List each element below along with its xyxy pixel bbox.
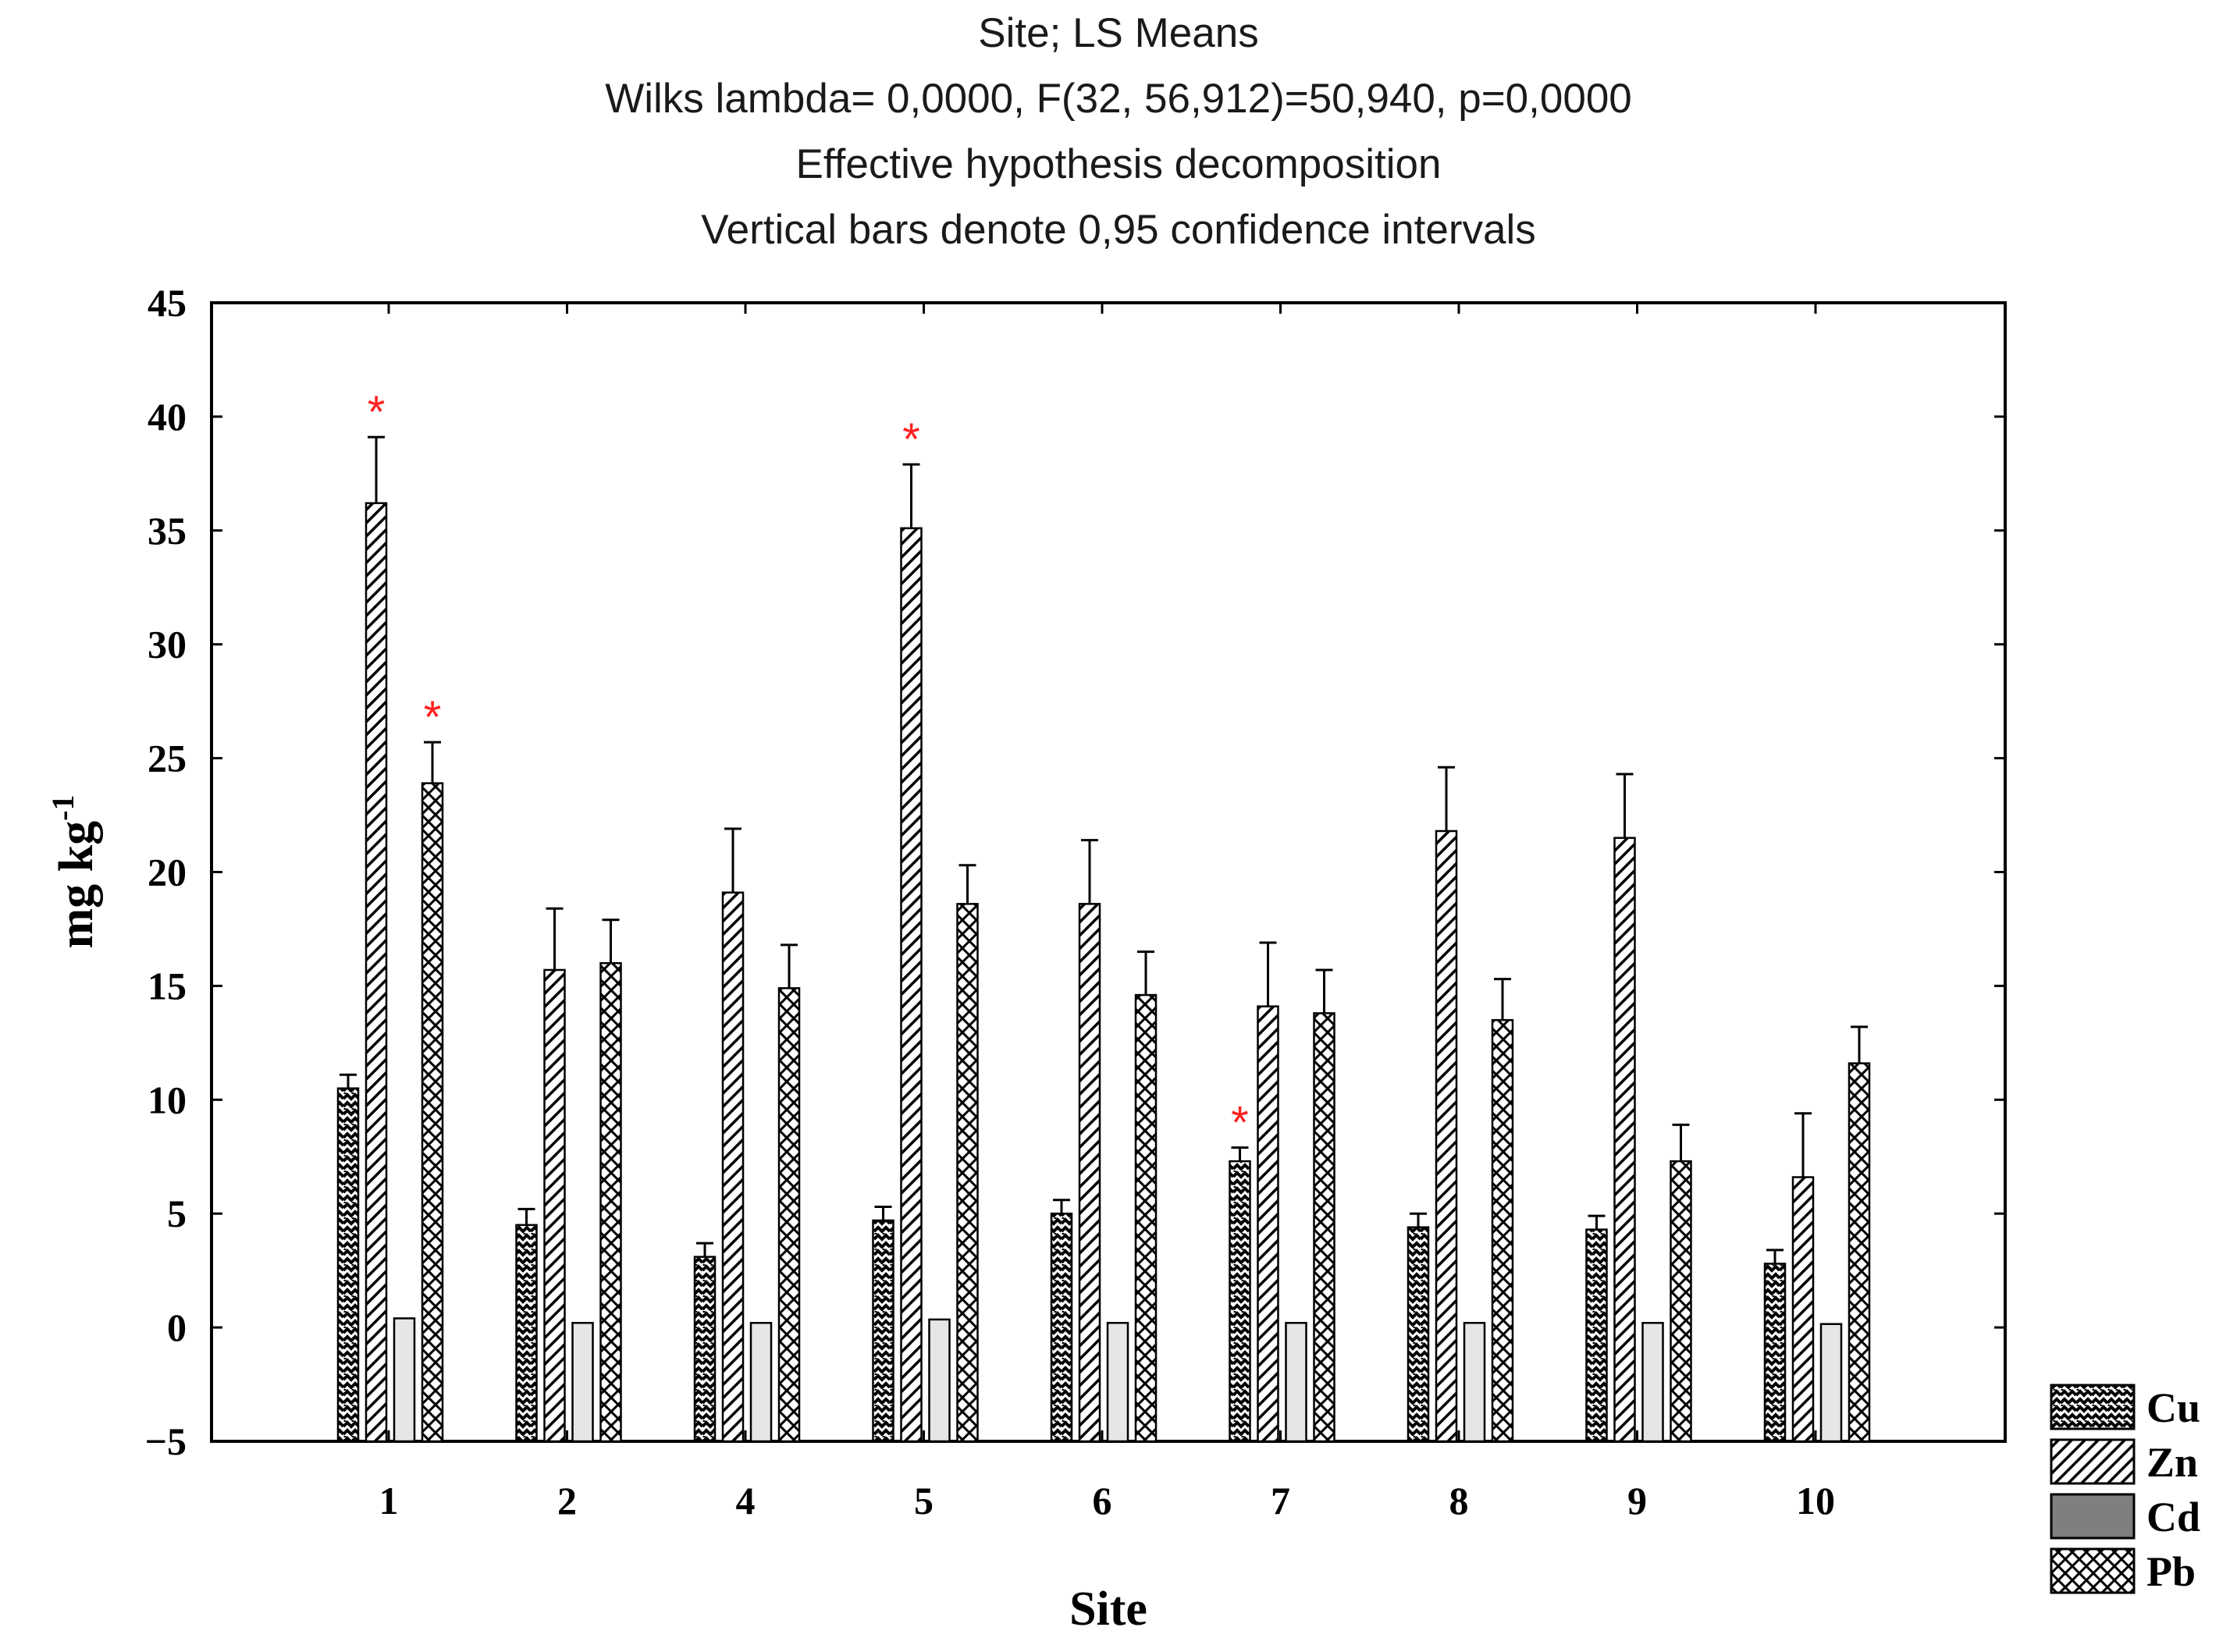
y-tick-label: 25 (148, 737, 187, 780)
y-tick-label: 15 (148, 964, 187, 1007)
bar-series-group (336, 502, 1871, 1443)
bar-pb-site-2 (599, 961, 622, 1443)
bar-zn-site-1 (365, 502, 388, 1443)
bar-zn-site-8 (1435, 830, 1458, 1443)
y-axis: −5 0 5 10 15 20 25 30 35 40 45 (145, 281, 2005, 1463)
y-axis-title-superscript: -1 (45, 795, 80, 821)
x-tick-label: 7 (1271, 1479, 1290, 1522)
y-tick-label: 45 (148, 281, 187, 325)
bar-zn-site-5 (900, 527, 923, 1443)
bar-pb-site-9 (1670, 1160, 1692, 1443)
bar-cd-site-4 (749, 1322, 773, 1443)
bar-cd-site-7 (1285, 1322, 1307, 1443)
bar-zn-site-7 (1257, 1005, 1279, 1443)
bar-pb-site-5 (956, 903, 979, 1443)
bar-cd-site-5 (928, 1318, 951, 1443)
significance-asterisk: * (902, 414, 920, 465)
bar-cd-site-8 (1463, 1322, 1486, 1443)
legend-swatch-cu (2050, 1384, 2136, 1430)
bar-cd-site-1 (393, 1317, 416, 1443)
bar-pb-site-7 (1313, 1012, 1335, 1443)
legend-label-cu: Cu (2146, 1384, 2200, 1431)
bar-cu-site-2 (515, 1224, 538, 1443)
chart-title-block: Site; LS Means Wilks lambda= 0,0000, F(3… (605, 10, 1632, 253)
significance-marks: * * * * (368, 387, 1249, 1148)
bar-cu-site-9 (1585, 1228, 1608, 1443)
bar-cu-site-1 (336, 1087, 360, 1443)
bar-cu-site-6 (1050, 1212, 1073, 1443)
bar-pb-site-8 (1491, 1018, 1514, 1443)
bar-pb-site-1 (421, 782, 444, 1443)
y-tick-label: 30 (148, 623, 187, 666)
legend-label-cd: Cd (2146, 1494, 2200, 1540)
y-axis-title-main: mg kg (50, 821, 103, 949)
y-tick-label: −5 (145, 1419, 187, 1463)
bar-cu-site-7 (1229, 1160, 1251, 1443)
bar-cu-site-10 (1763, 1263, 1787, 1443)
bar-zn-site-4 (721, 891, 745, 1443)
y-tick-label: 5 (167, 1192, 187, 1235)
x-tick-label: 4 (736, 1479, 756, 1522)
x-tick-label: 6 (1093, 1479, 1112, 1522)
bar-cu-site-5 (872, 1219, 894, 1443)
y-axis-title: mg kg-1 (45, 795, 103, 949)
y-tick-label: 35 (148, 509, 187, 552)
bar-pb-site-6 (1134, 993, 1158, 1443)
chart-title-line-2: Wilks lambda= 0,0000, F(32, 56,912)=50,9… (605, 76, 1632, 122)
bar-pb-site-10 (1848, 1062, 1871, 1443)
bar-zn-site-10 (1791, 1176, 1815, 1443)
x-tick-label: 5 (914, 1479, 934, 1522)
x-tick-label: 1 (379, 1479, 399, 1522)
bar-cd-site-9 (1641, 1322, 1664, 1443)
x-tick-label: 9 (1627, 1479, 1647, 1522)
legend: Cu Zn Cd Pb (2050, 1384, 2200, 1595)
bar-cd-site-10 (1819, 1323, 1843, 1443)
legend-swatch-pb (2050, 1547, 2136, 1594)
y-tick-label: 40 (148, 395, 187, 439)
chart-title-line-3: Effective hypothesis decomposition (796, 141, 1442, 187)
chart-title-line-4: Vertical bars denote 0,95 confidence int… (701, 207, 1536, 253)
bar-zn-site-9 (1613, 837, 1636, 1443)
y-tick-label: 20 (148, 851, 187, 894)
y-tick-label: 10 (148, 1078, 187, 1121)
x-axis: 1 2 4 5 6 7 8 9 10 (379, 303, 1835, 1522)
legend-swatch-cd (2050, 1493, 2136, 1540)
significance-asterisk: * (424, 692, 442, 743)
bar-cu-site-8 (1407, 1226, 1430, 1443)
significance-asterisk: * (368, 387, 386, 438)
x-axis-title: Site (1069, 1583, 1147, 1636)
significance-asterisk: * (1231, 1098, 1249, 1149)
legend-label-pb: Pb (2146, 1548, 2196, 1595)
bar-zn-site-6 (1078, 903, 1101, 1443)
x-tick-label: 2 (557, 1479, 577, 1522)
plot-frame (210, 301, 2007, 1443)
bar-zn-site-2 (543, 968, 566, 1443)
error-bar-group (340, 435, 1868, 1264)
bar-cd-site-2 (571, 1322, 594, 1443)
legend-swatch-zn (2050, 1438, 2136, 1485)
chart-title-line-1: Site; LS Means (978, 10, 1258, 56)
y-tick-label: 0 (167, 1306, 187, 1349)
legend-label-zn: Zn (2146, 1439, 2198, 1486)
bar-cd-site-6 (1106, 1322, 1129, 1443)
bar-pb-site-4 (777, 987, 801, 1443)
bar-cu-site-4 (693, 1256, 717, 1443)
x-tick-label: 8 (1449, 1479, 1469, 1522)
x-tick-label: 10 (1796, 1479, 1835, 1522)
